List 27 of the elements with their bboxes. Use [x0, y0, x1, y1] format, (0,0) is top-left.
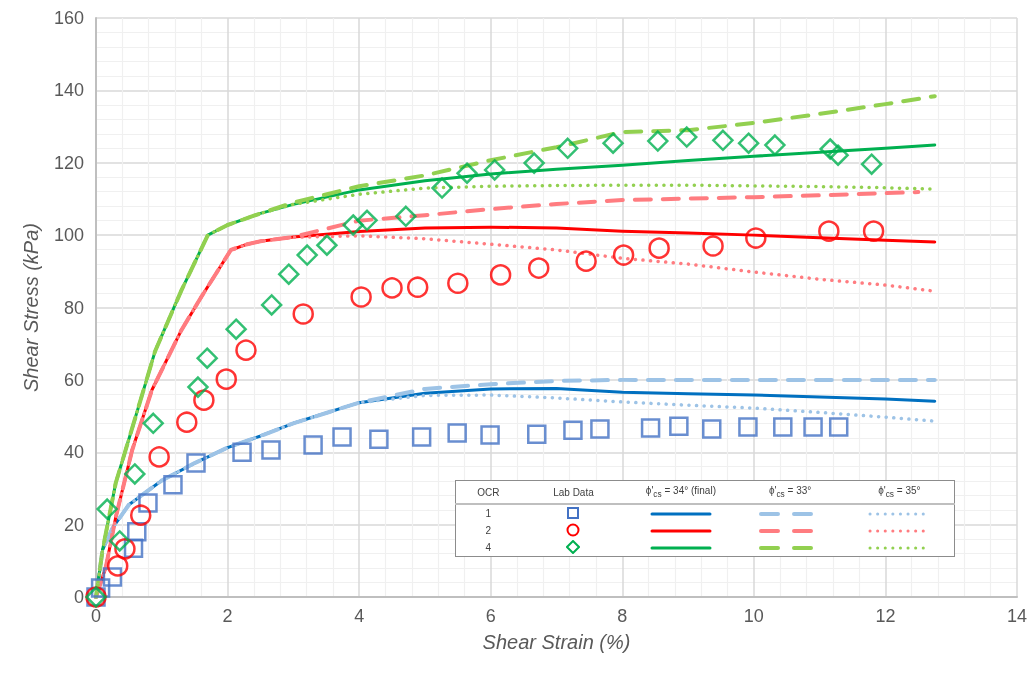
y-tick-label: 60: [63, 369, 84, 390]
annotation: 4: [484, 541, 493, 555]
x-tick-label: 6: [485, 606, 496, 626]
annotation: ϕ'$_{cs}$ = 35°: [844, 480, 955, 504]
x-axis-title: Shear Strain (%): [482, 631, 631, 653]
y-tick-label: 40: [63, 442, 84, 463]
y-axis-title: Shear Stress (kPa): [20, 223, 42, 392]
y-tick-label: 120: [53, 152, 84, 173]
annotation: ϕ'$_{cs}$ = 34° (final): [626, 480, 736, 504]
x-tick-label: 2: [222, 606, 233, 626]
y-tick-label: 160: [53, 8, 84, 28]
x-tick-label: 8: [617, 606, 628, 626]
x-tick-label: 4: [354, 606, 365, 626]
y-tick-label: 20: [63, 514, 84, 535]
annotation: Lab Data: [520, 480, 627, 504]
annotation: OCR: [455, 480, 521, 504]
x-tick-label: 12: [875, 606, 896, 626]
y-tick-label: 140: [53, 80, 84, 101]
x-tick-label: 0: [90, 606, 102, 626]
annotation: ϕ'$_{cs}$ = 33°: [735, 480, 845, 504]
x-tick-label: 14: [1006, 606, 1028, 626]
x-tick-label: 10: [743, 606, 764, 626]
y-tick-label: 80: [63, 297, 84, 318]
y-tick-label: 0: [73, 587, 84, 607]
annotation: 1: [484, 507, 493, 521]
annotation: 2: [484, 524, 493, 538]
y-tick-label: 100: [53, 225, 84, 246]
